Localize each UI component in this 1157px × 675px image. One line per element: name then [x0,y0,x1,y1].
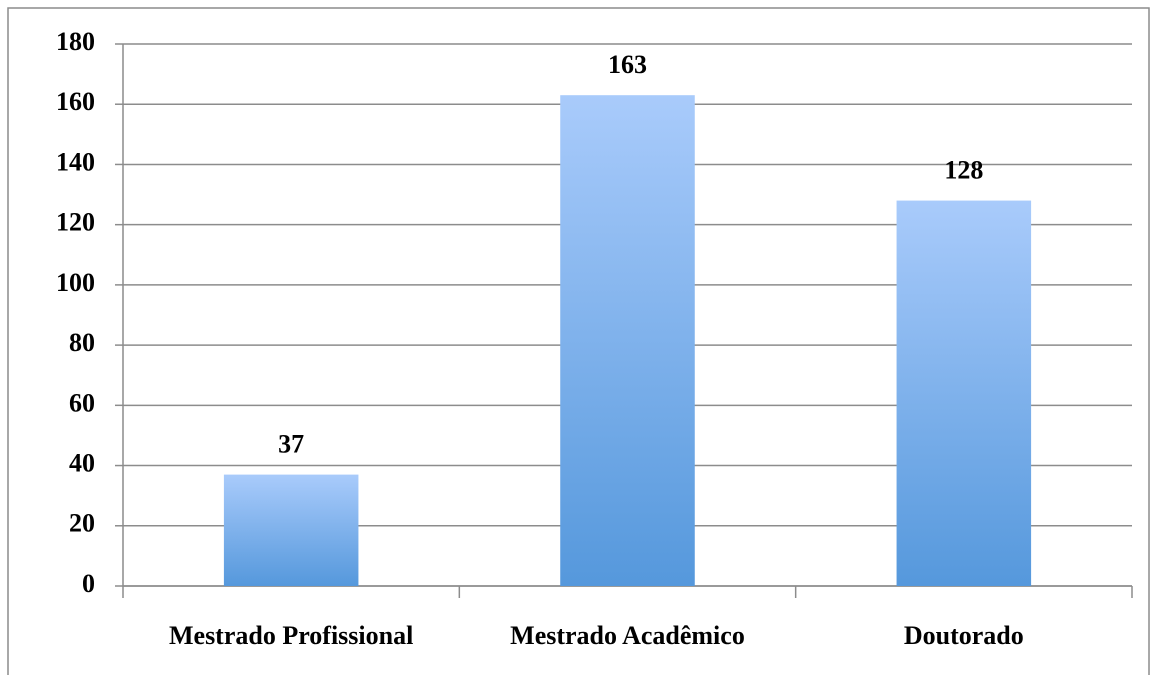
y-tick-label: 180 [56,27,95,56]
bar [896,200,1032,587]
bar [560,95,695,586]
x-tick-label: Mestrado Profissional [169,621,413,650]
bar [223,474,359,586]
value-label: 128 [944,156,983,185]
x-tick-label: Doutorado [904,621,1024,650]
y-tick-label: 40 [69,449,95,478]
y-tick-label: 160 [56,87,95,116]
y-tick-label: 120 [56,208,95,237]
value-label: 37 [278,430,304,459]
y-tick-label: 0 [82,569,95,598]
x-tick-label: Mestrado Acadêmico [510,621,745,650]
chart-frame [7,7,1150,675]
y-tick-label: 60 [69,388,95,417]
y-tick-label: 80 [69,328,95,357]
value-label: 163 [608,50,647,79]
y-tick-label: 100 [56,268,95,297]
y-tick-label: 20 [69,509,95,538]
y-tick-label: 140 [56,147,95,176]
